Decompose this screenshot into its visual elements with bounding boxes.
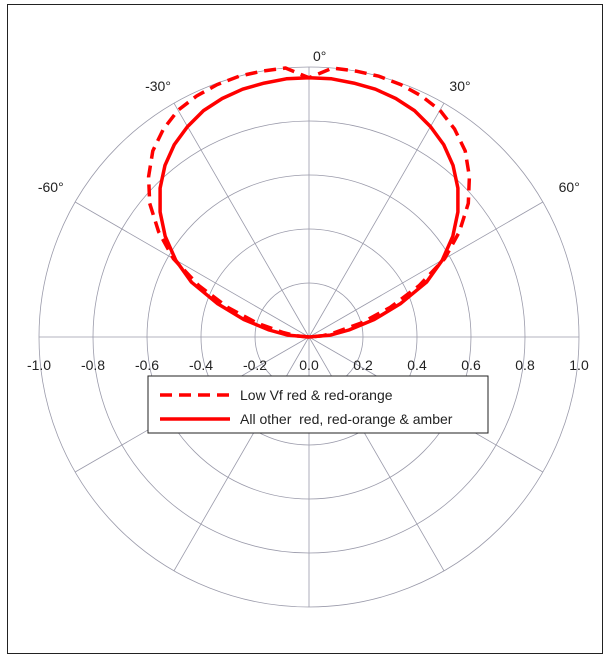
grid-spoke	[308, 201, 544, 338]
radius-tick-label: -1.0	[27, 357, 51, 373]
radius-tick-label: -0.8	[81, 357, 105, 373]
legend-label-solid: All other red, red-orange & amber	[240, 411, 453, 427]
radius-tick-label: 0.6	[461, 357, 481, 373]
grid-spoke	[173, 102, 310, 338]
radius-tick-label: 0.4	[407, 357, 427, 373]
angle-tick-label: -60°	[38, 179, 64, 195]
tick-labels: -1.0 -0.8 -0.6 -0.4 -0.2 0.0 0.2 0.4 0.6 0.8 1.0 -6…	[27, 48, 589, 373]
legend-box	[147, 375, 489, 434]
radius-tick-label: -0.2	[243, 357, 267, 373]
grid-spoke	[74, 201, 310, 338]
radius-tick-label: 1.0	[569, 357, 589, 373]
series-layer	[146, 66, 472, 339]
chart-frame	[7, 4, 603, 654]
series-line-all-other	[158, 76, 460, 339]
grid-spoke	[308, 102, 445, 338]
legend: Low Vf red & red-orange All other red, r…	[147, 375, 489, 434]
angle-tick-label: 60°	[559, 179, 580, 195]
radius-tick-label: -0.6	[135, 357, 159, 373]
angle-tick-label: -30°	[145, 78, 171, 94]
angle-tick-label: 0°	[313, 48, 326, 64]
radius-tick-label: 0.8	[515, 357, 535, 373]
legend-label-dashed: Low Vf red & red-orange	[240, 387, 393, 403]
polar-grid	[38, 66, 580, 608]
radius-tick-label: 0.2	[353, 357, 373, 373]
angle-tick-label: 30°	[449, 78, 470, 94]
radius-tick-label: -0.4	[189, 357, 213, 373]
radius-tick-label: 0.0	[299, 357, 319, 373]
